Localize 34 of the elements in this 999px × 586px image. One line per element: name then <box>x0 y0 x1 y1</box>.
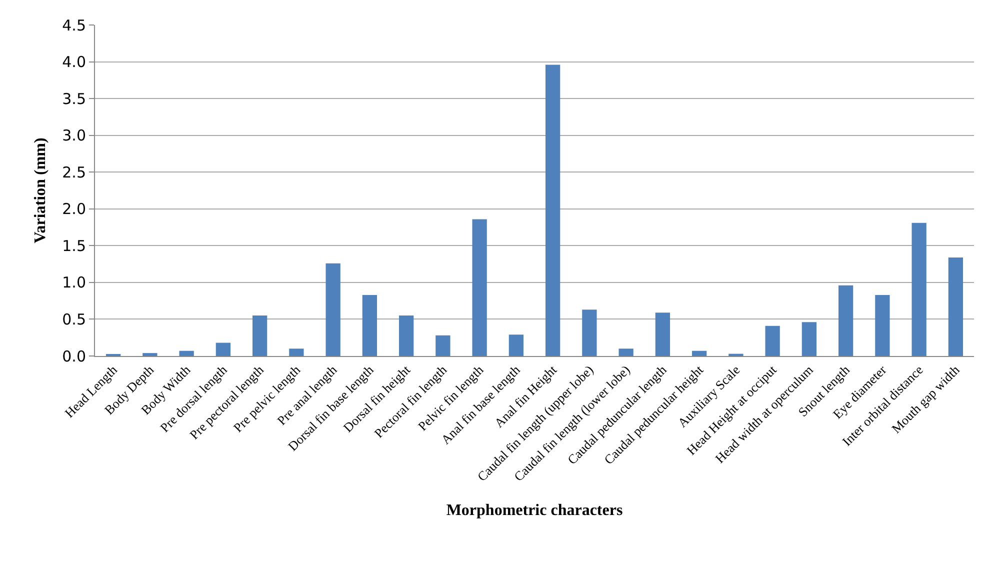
bar <box>545 64 560 356</box>
y-tick-label: 4.0 <box>62 53 86 72</box>
bar <box>398 316 414 356</box>
bar <box>362 294 378 356</box>
bar <box>692 350 707 356</box>
bar <box>912 222 926 356</box>
bar <box>875 294 890 356</box>
bar <box>326 263 340 356</box>
y-tick-label: 2.5 <box>62 163 86 182</box>
bar <box>289 348 304 356</box>
y-tick-label: 2.0 <box>62 200 86 218</box>
bar <box>472 219 487 356</box>
y-tick-label: 1.0 <box>62 274 86 292</box>
y-tick-label: 0.5 <box>62 310 86 328</box>
y-tick-label: 3.5 <box>62 90 86 108</box>
bar <box>216 342 231 356</box>
y-tick-label: 1.5 <box>62 236 86 255</box>
y-tick-label: 0.0 <box>62 347 86 366</box>
bar <box>142 353 158 356</box>
bar <box>508 334 524 356</box>
bar <box>252 316 268 356</box>
y-axis-title: Variation (mm) <box>32 138 50 244</box>
x-axis-title: Morphometric characters <box>446 502 623 519</box>
bar <box>655 312 670 356</box>
bar <box>436 335 450 356</box>
bar <box>948 257 964 356</box>
bar <box>618 348 634 356</box>
bar <box>179 350 194 356</box>
bar <box>802 322 817 356</box>
bar <box>838 285 854 356</box>
y-tick-label: 3.0 <box>62 126 86 145</box>
bar <box>765 326 780 356</box>
y-tick-label: 4.5 <box>62 16 86 34</box>
bar <box>582 310 597 356</box>
